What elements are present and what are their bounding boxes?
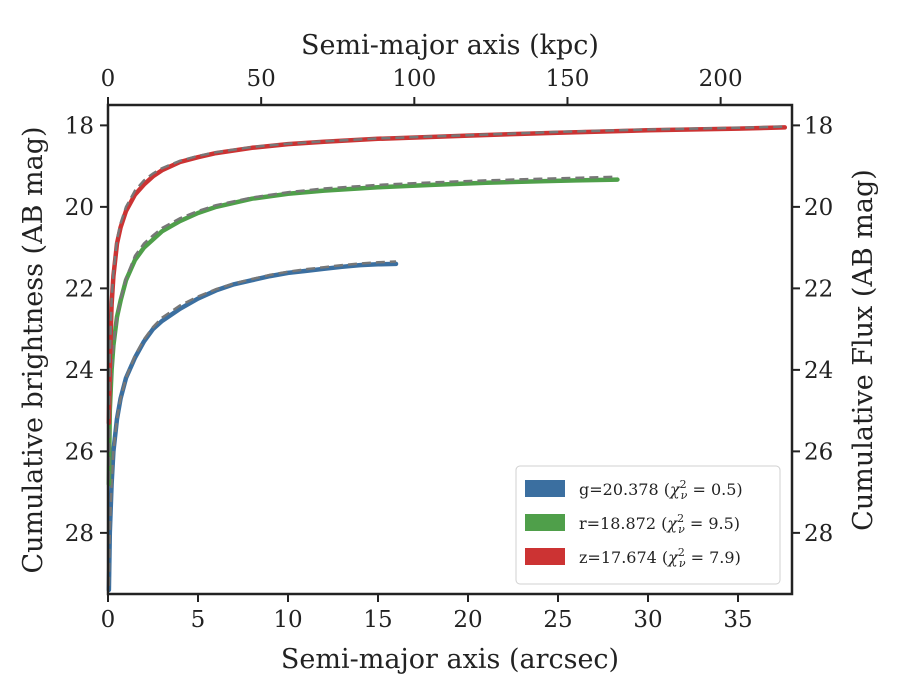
x-top-tick-label: 0 bbox=[101, 66, 116, 92]
x-top-tick-label: 50 bbox=[247, 66, 276, 92]
y-tick-label: 26 bbox=[65, 439, 94, 465]
y-right-tick-label: 20 bbox=[804, 195, 833, 221]
model-line-2 bbox=[107, 125, 785, 419]
model-line-0 bbox=[107, 260, 397, 586]
y-tick-label: 28 bbox=[65, 521, 94, 547]
x-top-axis-title: Semi-major axis (kpc) bbox=[301, 30, 599, 61]
legend-label-1: r=18.872 (χ2 ν = 9.5) bbox=[579, 512, 740, 536]
legend-box bbox=[515, 465, 781, 585]
legend-swatch-0 bbox=[525, 480, 565, 497]
y-axis-title: Cumulative brightness (AB mag) bbox=[18, 126, 49, 573]
legend: g=20.378 (χ2 ν = 0.5) r=18.872 (χ2 ν = 9.5)… bbox=[515, 465, 781, 585]
legend-label-2: z=17.674 (χ2 ν = 7.9) bbox=[579, 546, 741, 570]
x-axis-title: Semi-major axis (arcsec) bbox=[281, 644, 619, 675]
x-tick-label: 25 bbox=[543, 607, 572, 633]
y-axis-left: 18 20 22 24 26 28 bbox=[65, 113, 108, 547]
x-tick-label: 0 bbox=[101, 607, 116, 633]
series-line-1 bbox=[106, 177, 620, 487]
y-right-tick-label: 22 bbox=[804, 276, 833, 302]
x-tick-label: 10 bbox=[273, 607, 302, 633]
legend-swatch-2 bbox=[525, 548, 565, 565]
series-layer bbox=[106, 125, 788, 593]
x-tick-label: 20 bbox=[453, 607, 482, 633]
y-right-tick-label: 24 bbox=[804, 358, 833, 384]
x-top-tick-label: 150 bbox=[546, 66, 590, 92]
y-tick-label: 18 bbox=[65, 113, 94, 139]
y-tick-label: 20 bbox=[65, 195, 94, 221]
y-right-tick-label: 18 bbox=[804, 113, 833, 139]
legend-label-0: g=20.378 (χ2 ν = 0.5) bbox=[579, 478, 743, 502]
plot-frame bbox=[106, 103, 794, 596]
x-tick-label: 5 bbox=[191, 607, 206, 633]
model-line-1 bbox=[107, 175, 618, 480]
x-axis-top: 0 50 100 150 200 bbox=[101, 66, 743, 105]
y-right-axis-title: Cumulative Flux (AB mag) bbox=[848, 169, 879, 531]
series-line-2 bbox=[106, 125, 788, 426]
x-top-tick-label: 200 bbox=[699, 66, 743, 92]
y-right-tick-label: 28 bbox=[804, 521, 833, 547]
x-tick-label: 15 bbox=[363, 607, 392, 633]
legend-swatch-1 bbox=[525, 514, 565, 531]
x-axis-bottom: 0 5 10 15 20 25 30 35 bbox=[101, 594, 753, 633]
y-tick-label: 22 bbox=[65, 276, 94, 302]
y-tick-label: 24 bbox=[65, 358, 94, 384]
x-tick-label: 30 bbox=[633, 607, 662, 633]
series-line-0 bbox=[106, 261, 399, 593]
x-tick-label: 35 bbox=[723, 607, 752, 633]
x-top-tick-label: 100 bbox=[392, 66, 436, 92]
y-right-tick-label: 26 bbox=[804, 439, 833, 465]
y-axis-right: 18 20 22 24 26 28 bbox=[792, 113, 833, 547]
